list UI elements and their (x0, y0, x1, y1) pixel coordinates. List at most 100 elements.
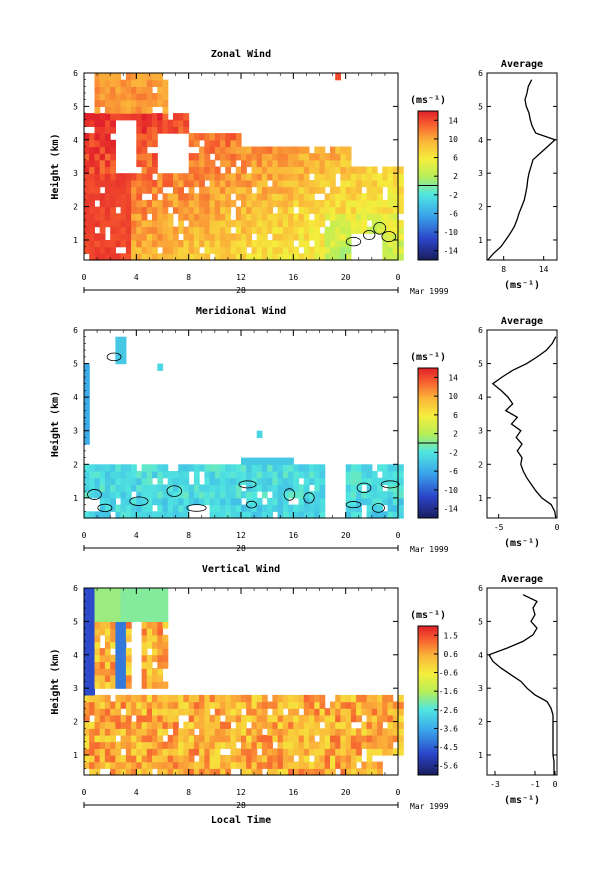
heatmap-cell (125, 73, 132, 81)
heatmap-cell (178, 511, 184, 519)
heatmap-cell (398, 173, 404, 181)
heatmap-cell (152, 741, 158, 749)
heatmap-cell (303, 159, 310, 168)
heatmap-cell (94, 471, 101, 479)
heatmap-cell (261, 219, 268, 228)
heatmap-cell (261, 504, 268, 512)
heatmap-cell (141, 219, 148, 228)
heatmap-cell (99, 628, 106, 636)
heatmap-cell (335, 226, 341, 234)
heatmap-cell (188, 219, 195, 228)
heatmap-cell (314, 179, 321, 188)
heatmap-cell (146, 661, 153, 669)
heatmap-cell (115, 356, 122, 365)
heatmap-cell (350, 219, 357, 228)
heatmap-cell (303, 491, 310, 499)
colorbar-tick-label: 14 (448, 373, 458, 382)
heatmap-cell (288, 226, 294, 234)
heatmap-cell (235, 186, 242, 194)
heatmap-cell (99, 113, 106, 121)
heatmap-cell (89, 133, 95, 141)
heatmap-cell (84, 240, 90, 248)
heatmap-cell (230, 694, 237, 703)
heatmap-cell (230, 233, 237, 241)
heatmap-cell (115, 748, 122, 756)
heatmap-cell (173, 511, 179, 519)
profile-line (487, 79, 557, 261)
heatmap-cell (225, 219, 232, 228)
heatmap-cell (84, 166, 90, 174)
heatmap-cell (188, 213, 195, 221)
heatmap-cell (335, 701, 341, 709)
heatmap-cell (152, 113, 158, 121)
heatmap-cell (146, 477, 153, 485)
heatmap-cell (335, 233, 341, 241)
heatmap-cell (256, 430, 263, 438)
heatmap-cell (94, 728, 101, 736)
heatmap-cell (157, 119, 164, 127)
heatmap-cell (314, 206, 321, 214)
heatmap-cell (152, 471, 158, 479)
heatmap-cell (251, 708, 258, 716)
heatmap-cell (104, 588, 111, 596)
heatmap-cell (94, 240, 101, 248)
heatmap-cell (330, 246, 336, 254)
heatmap-cell (157, 694, 164, 703)
contour-line (303, 492, 315, 504)
heatmap-cell (146, 119, 153, 127)
colorbar-tick-label: 10 (448, 135, 458, 144)
heatmap-cell (146, 497, 153, 506)
heatmap-cell (298, 226, 305, 234)
heatmap-cell (89, 701, 95, 709)
heatmap-cell (220, 146, 226, 154)
heatmap-cell (235, 139, 242, 148)
heatmap-cell (246, 511, 252, 519)
y-tick-label: 3 (73, 684, 78, 693)
heatmap-cell (162, 748, 169, 756)
heatmap-cell (162, 240, 169, 248)
heatmap-cell (193, 761, 200, 769)
heatmap-cell (235, 734, 242, 743)
heatmap-cell (392, 166, 399, 174)
heatmap-cell (178, 694, 184, 703)
heatmap-cell (204, 721, 211, 729)
heatmap-cell (314, 694, 321, 703)
heatmap-cell (298, 464, 305, 472)
heatmap-cell (94, 233, 101, 241)
heatmap-cell (214, 497, 221, 506)
heatmap-cell (104, 86, 111, 94)
heatmap-cell (288, 755, 294, 763)
heatmap-cell (356, 708, 362, 716)
heatmap-cell (220, 734, 226, 743)
heatmap-cell (89, 511, 95, 519)
heatmap-cell (167, 246, 174, 254)
heatmap-cell (235, 193, 242, 201)
heatmap-cell (272, 193, 279, 201)
heatmap-cell (157, 484, 164, 492)
heatmap-cell (330, 153, 336, 161)
heatmap-cell (309, 199, 315, 208)
heatmap-cell (392, 748, 399, 756)
heatmap-cell (199, 226, 205, 234)
profile-y-tick-label: 6 (478, 326, 483, 335)
heatmap-cell (261, 253, 268, 261)
heatmap-cell (125, 106, 132, 114)
heatmap-cell (366, 464, 373, 472)
heatmap-cell (335, 728, 341, 736)
colorbar-tick-label: -3.6 (439, 724, 458, 733)
heatmap-cell (193, 464, 200, 472)
heatmap-cell (340, 728, 347, 736)
colorbar-tick-label: -0.6 (439, 669, 458, 678)
heatmap-cell (120, 226, 127, 234)
heatmap-cell (309, 159, 315, 168)
heatmap-cell (84, 694, 90, 703)
heatmap-cell (345, 708, 352, 716)
heatmap-cell (345, 146, 352, 154)
heatmap-cell (141, 173, 148, 181)
heatmap-cell (214, 133, 221, 141)
heatmap-cell (131, 471, 137, 479)
heatmap-cell (214, 253, 221, 261)
heatmap-cell (241, 741, 247, 749)
heatmap-cell (319, 497, 326, 506)
heatmap-cell (204, 741, 211, 749)
